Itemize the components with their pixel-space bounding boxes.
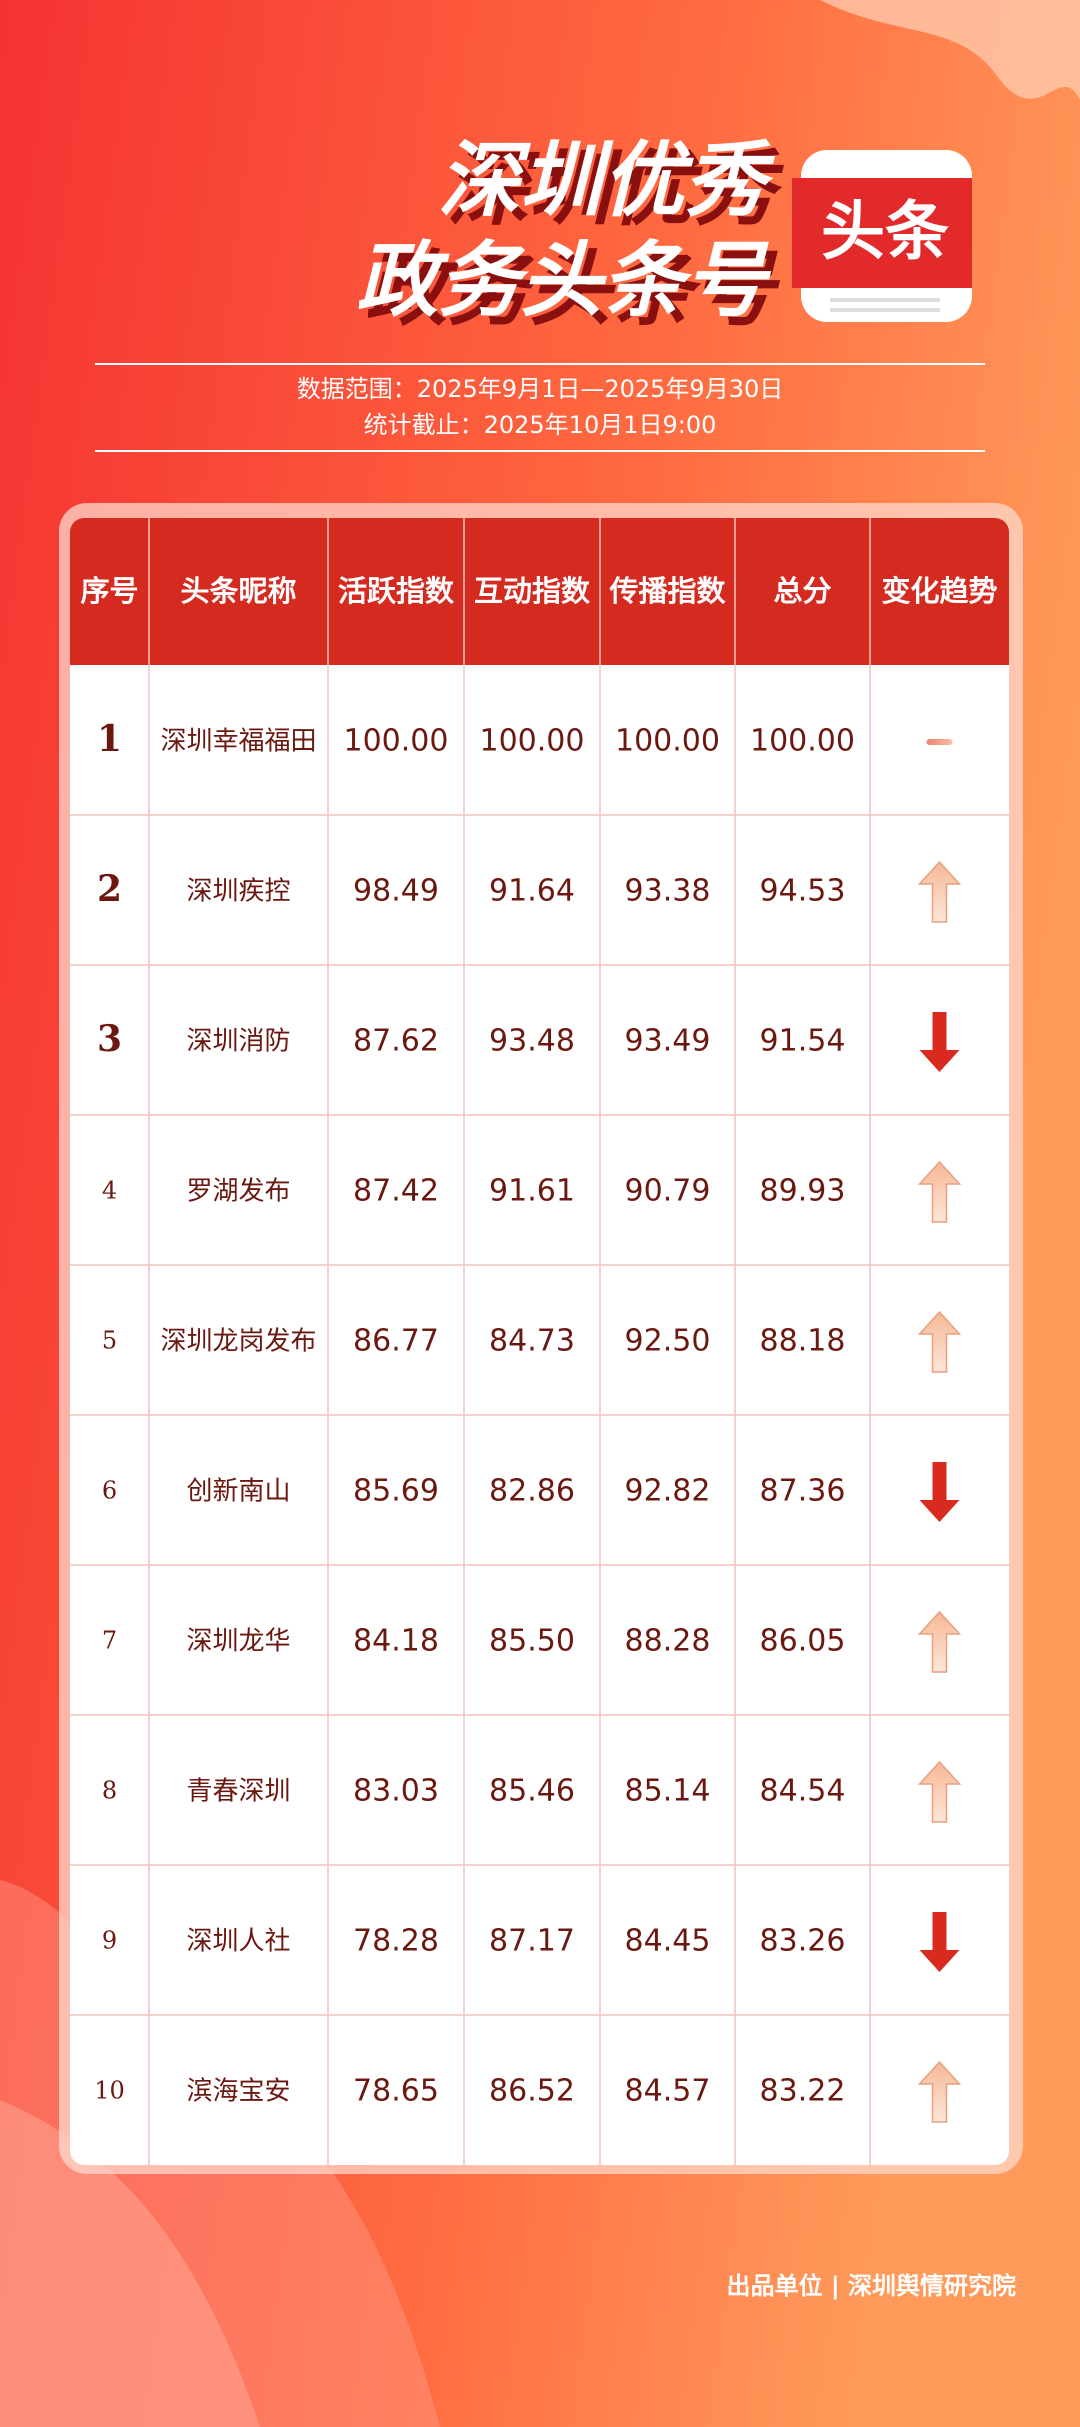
account-name: 深圳疾控	[186, 877, 290, 907]
column-header: 传播指数	[608, 574, 726, 608]
score: 84.57	[625, 2074, 711, 2109]
score: 88.28	[625, 1624, 711, 1659]
score: 92.82	[625, 1474, 711, 1509]
score: 100.00	[615, 724, 720, 759]
title-shadow: 深圳优秀	[447, 142, 785, 237]
table-header	[70, 518, 1009, 665]
score: 83.03	[353, 1774, 439, 1809]
trend-same	[926, 739, 953, 745]
score: 93.48	[489, 1024, 575, 1059]
score: 87.42	[353, 1174, 439, 1209]
column-header: 变化趋势	[881, 574, 997, 608]
score: 89.93	[760, 1174, 846, 1209]
score: 85.46	[489, 1774, 575, 1809]
rank: 10	[94, 2077, 125, 2105]
score: 84.54	[760, 1774, 846, 1809]
score: 86.52	[489, 2074, 575, 2109]
score: 90.79	[625, 1174, 711, 1209]
column-header: 总分	[773, 574, 831, 608]
rank: 4	[102, 1177, 117, 1205]
wave	[0, 2100, 260, 2427]
score: 100.00	[480, 724, 585, 759]
table: 序号 头条昵称 活跃指数 互动指数 传播指数 总分 变化趋势 1 深圳幸福福田 100.00 100…	[70, 518, 1009, 2165]
score: 85.14	[625, 1774, 711, 1809]
trend-up	[917, 1610, 962, 1673]
account-name: 创新南山	[186, 1477, 290, 1507]
score: 87.62	[353, 1024, 439, 1059]
score: 94.53	[760, 874, 846, 909]
title-line: 政务头条号	[356, 233, 772, 328]
account-name: 深圳幸福福田	[160, 727, 316, 757]
score: 91.54	[760, 1024, 846, 1059]
column-header: 互动指数	[474, 574, 591, 608]
score: 98.49	[353, 874, 439, 909]
score: 78.65	[353, 2074, 439, 2109]
trend-up	[917, 2060, 962, 2123]
account-name: 深圳龙华	[186, 1627, 290, 1657]
account-name: 深圳消防	[186, 1027, 290, 1057]
trend-up	[917, 1760, 962, 1823]
trend-up	[917, 1310, 962, 1373]
column-header: 序号	[80, 574, 138, 608]
logo-text: 头条	[821, 196, 949, 270]
score: 100.00	[344, 724, 449, 759]
table-body	[70, 518, 1009, 2165]
rank: 2	[97, 868, 122, 910]
rank: 7	[102, 1627, 117, 1655]
account-name: 罗湖发布	[186, 1177, 290, 1207]
logo-band	[792, 178, 972, 288]
title: 深圳优秀 深圳优秀 政务头条号 政务头条号	[356, 133, 785, 337]
score: 88.18	[760, 1324, 846, 1359]
score: 83.22	[760, 2074, 846, 2109]
rank: 6	[102, 1477, 117, 1505]
trend-down	[919, 1912, 960, 1972]
title-shadow: 政务头条号	[365, 242, 781, 337]
rank: 1	[97, 718, 122, 760]
score: 86.05	[760, 1624, 846, 1659]
score: 85.50	[489, 1624, 575, 1659]
score: 82.86	[489, 1474, 575, 1509]
date-range: 数据范围：2025年9月1日—2025年9月30日	[297, 375, 784, 403]
score: 91.64	[489, 874, 575, 909]
score: 84.73	[489, 1324, 575, 1359]
title-line: 深圳优秀	[438, 133, 776, 228]
trend-down	[919, 1462, 960, 1522]
score: 100.00	[750, 724, 855, 759]
score: 85.69	[353, 1474, 439, 1509]
account-name: 滨海宝安	[186, 2077, 290, 2107]
logo: 头条	[792, 150, 972, 322]
column-header: 头条昵称	[180, 574, 296, 608]
wave	[820, 0, 1080, 100]
score: 93.38	[625, 874, 711, 909]
credit: 出品单位 | 深圳舆情研究院	[727, 2272, 1016, 2300]
score: 87.36	[760, 1474, 846, 1509]
score: 93.49	[625, 1024, 711, 1059]
score: 91.61	[489, 1174, 575, 1209]
rank: 8	[102, 1777, 117, 1805]
rank: 5	[102, 1327, 117, 1355]
score: 86.77	[353, 1324, 439, 1359]
score: 87.17	[489, 1924, 575, 1959]
score: 84.18	[353, 1624, 439, 1659]
account-name: 深圳龙岗发布	[160, 1327, 316, 1357]
score: 83.26	[760, 1924, 846, 1959]
cutoff: 统计截止：2025年10月1日9:00	[364, 411, 717, 439]
trend-down	[919, 1012, 960, 1072]
account-name: 深圳人社	[186, 1927, 290, 1957]
column-header: 活跃指数	[338, 574, 455, 608]
rank: 9	[102, 1927, 117, 1955]
trend-up	[917, 860, 962, 923]
rank: 3	[97, 1018, 122, 1060]
score: 92.50	[625, 1324, 711, 1359]
trend-up	[917, 1160, 962, 1223]
account-name: 青春深圳	[186, 1777, 290, 1807]
score: 78.28	[353, 1924, 439, 1959]
score: 84.45	[625, 1924, 711, 1959]
